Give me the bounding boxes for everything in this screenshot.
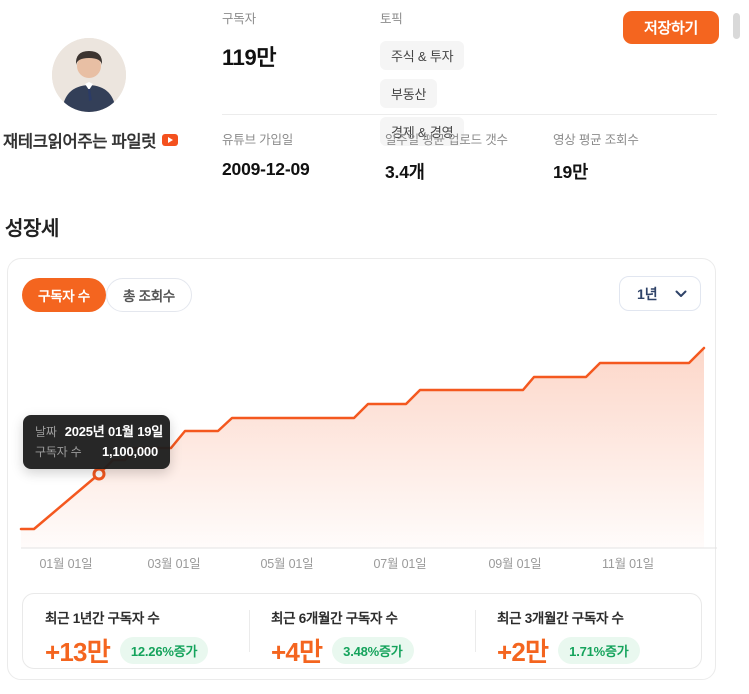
avg-views-label: 영상 평균 조회수: [553, 133, 639, 147]
growth-summary-card: 최근 1년간 구독자 수 +13만 12.26%증가 최근 6개월간 구독자 수 +4만…: [22, 593, 702, 669]
channel-name: 재테크읽어주는 파일럿: [3, 133, 157, 151]
tooltip-metric-value: 1,100,000: [101, 444, 158, 459]
x-tick-label: 05월 01일: [260, 557, 314, 571]
subscribers-label: 구독자: [222, 12, 256, 26]
growth-section-title: 성장세: [5, 218, 59, 240]
avatar-person-illustration: [52, 38, 126, 112]
summary-value: +4만: [271, 637, 323, 667]
summary-value: +2만: [497, 637, 549, 667]
chart-tab-subscribers[interactable]: 구독자 수: [22, 278, 106, 312]
topics-label: 토픽: [380, 12, 403, 26]
selected-point-marker[interactable]: [92, 467, 106, 481]
summary-label: 최근 1년간 구독자 수: [45, 611, 160, 626]
chevron-down-icon: [675, 290, 687, 298]
joined-label: 유튜브 가입일: [222, 133, 294, 147]
subscribers-value: 119만: [222, 45, 277, 70]
youtube-icon: [162, 134, 179, 146]
weekly-uploads-value: 3.4개: [385, 162, 425, 182]
x-axis-tick-labels: 01월 01일 03월 01일 05월 01일 07월 01일 09월 01일 11월 0…: [8, 553, 717, 571]
summary-label: 최근 6개월간 구독자 수: [271, 611, 398, 626]
x-tick-label: 07월 01일: [373, 557, 427, 571]
summary-growth-badge: 12.26%증가: [119, 637, 209, 664]
x-tick-label: 09월 01일: [488, 557, 542, 571]
header-divider: [222, 114, 717, 115]
weekly-uploads-label: 일주일 평균 업로드 갯수: [385, 133, 508, 147]
summary-label: 최근 3개월간 구독자 수: [497, 611, 624, 626]
x-tick-label: 01월 01일: [39, 557, 93, 571]
topic-chip: 부동산: [380, 79, 438, 108]
growth-summary-item: 최근 6개월간 구독자 수 +4만 3.48%증가: [249, 594, 475, 668]
chart-tooltip: 날짜 2025년 01월 19일 구독자 수 1,100,000: [23, 415, 170, 469]
tooltip-date-value: 2025년 01월 19일: [64, 424, 164, 439]
save-button[interactable]: 저장하기: [623, 11, 719, 44]
period-dropdown[interactable]: 1년: [619, 276, 701, 311]
x-tick-label: 11월 01일: [602, 557, 654, 571]
avg-views-metric: 영상 평균 조회수 19만: [553, 129, 639, 184]
x-tick-label: 03월 01일: [147, 557, 201, 571]
joined-metric: 유튜브 가입일 2009-12-09: [222, 129, 310, 180]
period-dropdown-value: 1년: [637, 285, 658, 302]
avg-views-value: 19만: [553, 162, 588, 182]
growth-summary-item: 최근 3개월간 구독자 수 +2만 1.71%증가: [475, 594, 701, 668]
summary-growth-badge: 3.48%증가: [332, 637, 414, 664]
topic-chip: 주식 & 투자: [380, 41, 465, 70]
tooltip-metric-label: 구독자 수: [35, 445, 82, 459]
growth-summary-item: 최근 1년간 구독자 수 +13만 12.26%증가: [23, 594, 249, 668]
joined-value: 2009-12-09: [222, 159, 310, 179]
tooltip-date-label: 날짜: [35, 425, 57, 439]
weekly-uploads-metric: 일주일 평균 업로드 갯수 3.4개: [385, 129, 508, 184]
scrollbar-thumb[interactable]: [733, 13, 740, 39]
summary-value: +13만: [45, 637, 111, 667]
summary-growth-badge: 1.71%증가: [558, 637, 640, 664]
chart-area-fill: [21, 348, 704, 548]
topic-chip: 경제 & 경영: [380, 117, 465, 146]
subscribers-metric: 구독자 119만: [222, 8, 277, 72]
channel-avatar: [52, 38, 126, 112]
chart-tab-total-views[interactable]: 총 조회수: [106, 278, 192, 312]
